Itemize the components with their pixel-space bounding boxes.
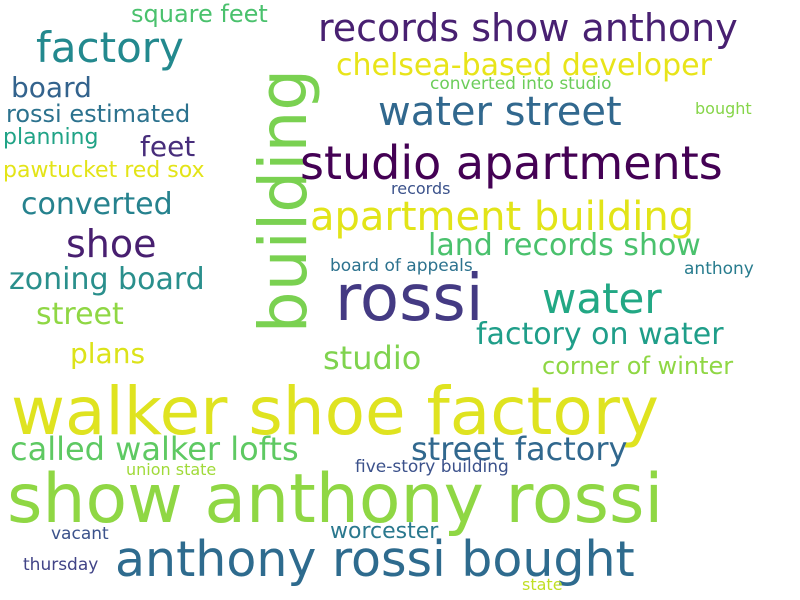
word-called-walker-lofts: called walker lofts [10,430,299,468]
word-anthony-rossi-bought: anthony rossi bought [115,531,635,588]
word-thursday: thursday [23,555,99,575]
word-converted-into-studio: converted into studio [430,74,612,94]
word-anthony: anthony [684,259,754,279]
word-street-factory: street factory [411,430,628,468]
word-show-anthony-rossi: show anthony rossi [7,460,664,539]
word-converted: converted [21,187,173,222]
word-water-street: water street [378,89,622,135]
word-feet: feet [140,130,196,163]
word-vacant: vacant [51,524,109,544]
word-walker-shoe-factory: walker shoe factory [11,373,659,450]
word-records-show-anthony: records show anthony [318,6,738,50]
word-land-records-show: land records show [428,228,701,263]
word-bought: bought [695,99,752,118]
word-zoning-board: zoning board [9,262,205,297]
word-records: records [391,179,451,198]
word-pawtucket-red-sox: pawtucket red sox [3,158,205,183]
word-state: state [522,575,563,594]
word-corner-of-winter: corner of winter [542,352,734,380]
word-water: water [542,274,662,323]
word-rossi: rossi [335,262,484,336]
word-plans: plans [70,337,146,370]
word-union-state: union state [126,460,217,479]
word-shoe: shoe [66,222,157,266]
word-chelsea-based-developer: chelsea-based developer [336,48,712,83]
word-studio-apartments: studio apartments [300,136,723,190]
word-rossi-estimated: rossi estimated [6,100,191,128]
word-square-feet: square feet [131,0,268,28]
word-factory-on-water: factory on water [476,317,724,352]
word-apartment-building: apartment building [310,194,695,240]
word-factory: factory [36,23,184,72]
word-five-story-building: five-story building [355,457,509,477]
word-board-of-appeals: board of appeals [330,256,473,276]
word-street: street [36,297,124,332]
word-worcester: worcester [330,519,439,544]
word-studio: studio [323,339,422,377]
word-planning: planning [3,125,99,150]
word-building: building [245,68,322,334]
word-board: board [11,71,92,104]
